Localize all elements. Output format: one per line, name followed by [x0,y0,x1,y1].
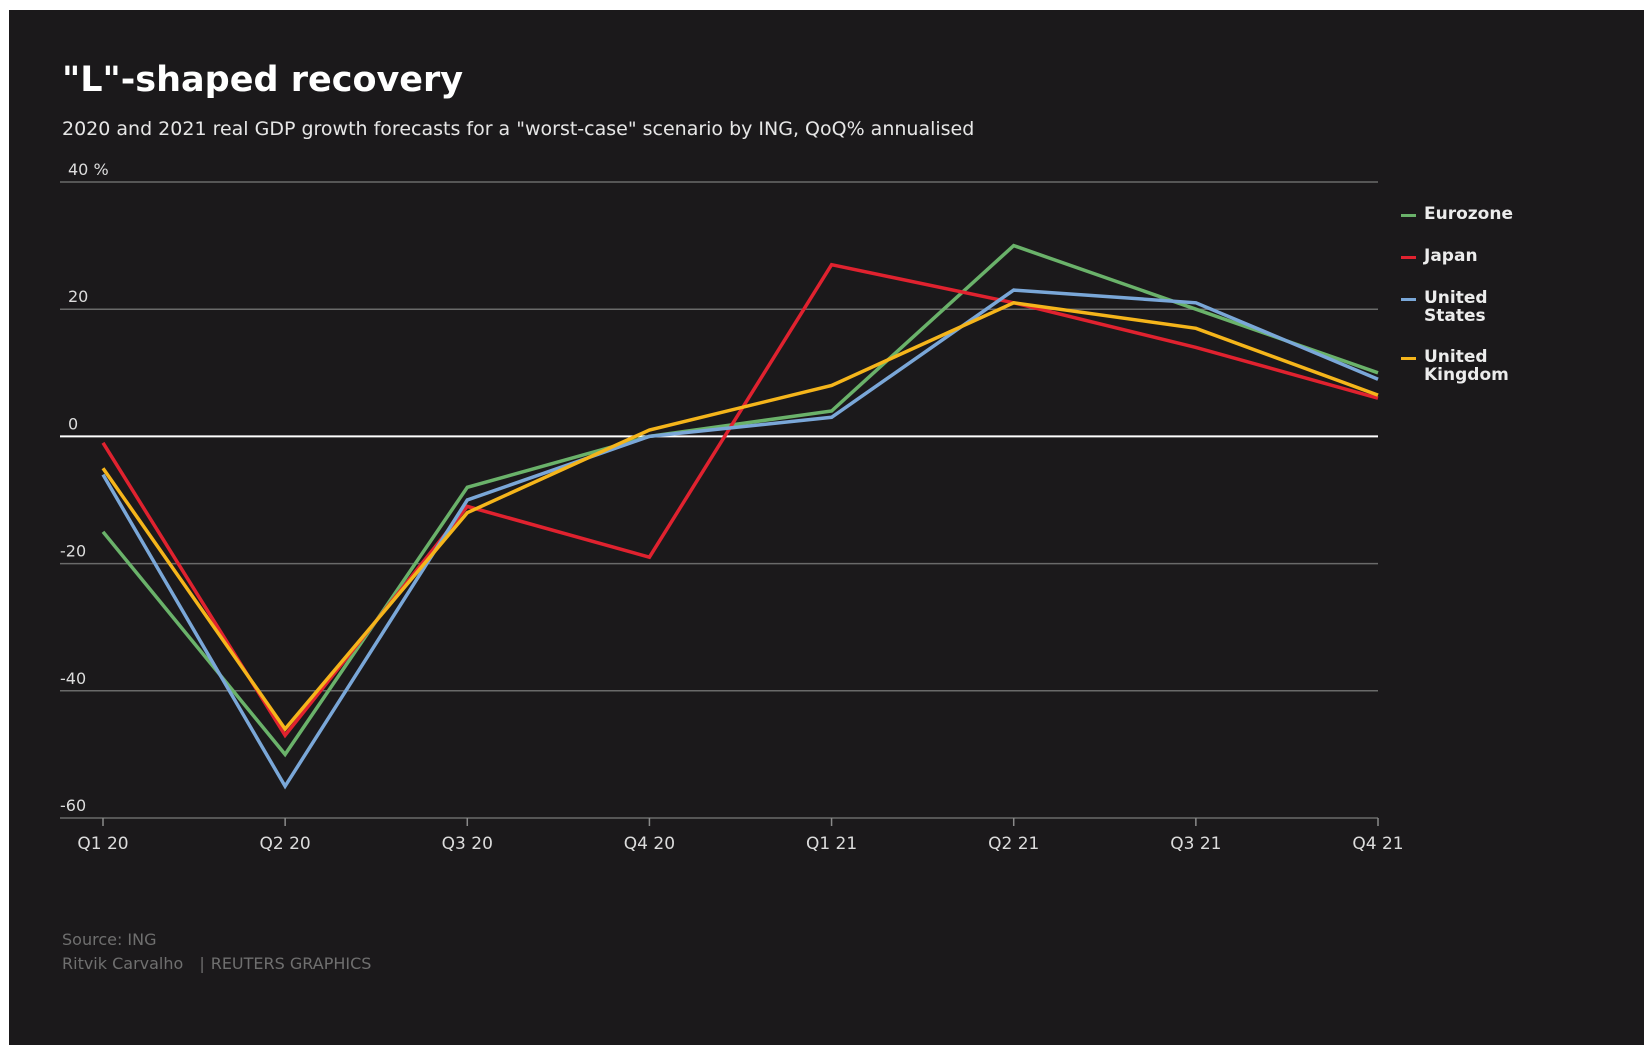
series-line-eurozone [101,243,1379,758]
x-tick-label: Q2 21 [988,834,1039,854]
legend-swatch [1401,214,1416,217]
y-tick-label: 0 [68,414,78,433]
x-tick-label: Q4 21 [1352,834,1403,854]
source-note: Source: ING [62,930,157,949]
y-tick-label: 20 [68,287,88,306]
legend-label: United Kingdom [1424,347,1509,385]
x-tick-label: Q1 21 [806,834,857,854]
legend-label: United States [1424,288,1488,326]
legend-swatch [1401,256,1416,259]
series-line-united-kingdom [101,300,1379,732]
author-credit: Ritvik Carvalho [62,954,184,973]
series-line-united-states [101,288,1379,790]
chart-title: "L"-shaped recovery [62,60,464,100]
y-tick-label: 40 % [68,160,109,179]
x-tick-label: Q3 21 [1170,834,1221,854]
legend-label: Eurozone [1424,204,1513,224]
credit-separator: | [199,954,205,973]
publisher-credit: REUTERS GRAPHICS [210,954,372,973]
chart-subtitle: 2020 and 2021 real GDP growth forecasts … [62,118,975,140]
x-tick-label: Q4 20 [624,834,675,854]
x-tick-label: Q3 20 [442,834,493,854]
legend-swatch [1401,298,1416,301]
series-line-japan [101,262,1379,739]
y-tick-label: -20 [60,542,86,561]
x-tick-label: Q2 20 [260,834,311,854]
y-tick-label: -60 [60,796,86,815]
legend-label: Japan [1424,246,1478,266]
y-tick-label: -40 [60,669,86,688]
credit-line: Ritvik Carvalho | REUTERS GRAPHICS [62,954,371,973]
chart-frame: "L"-shaped recovery 2020 and 2021 real G… [9,10,1644,1045]
x-tick-label: Q1 20 [77,834,128,854]
legend-swatch [1401,357,1416,360]
line-chart: 40 % 20 0 -20 -40 -60 Q1 20 Q2 20 Q3 20 Q4 20 Q1 2… [60,160,1404,854]
